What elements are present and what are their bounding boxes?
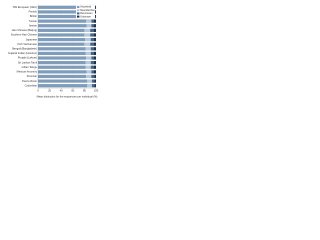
y-tick-label: Puerto Rican — [22, 79, 38, 83]
y-tick-label: Gujarati Indian (Houston) — [8, 51, 37, 55]
y-tick-label: Tuscan — [29, 19, 38, 23]
bar-segment — [87, 79, 92, 83]
bar-segment — [91, 19, 94, 23]
bar-segment — [90, 51, 94, 56]
x-tick-label: 100 — [94, 88, 99, 92]
bar-segment — [85, 61, 91, 65]
bar-segment — [84, 33, 91, 37]
bar-segment — [84, 37, 91, 42]
bar-segment — [91, 70, 94, 74]
bar-segment — [91, 79, 95, 83]
bar-segment — [93, 61, 96, 65]
bar-segment — [90, 61, 94, 65]
bar-segment — [93, 37, 96, 42]
chart: Mean distinction for the sequences per i… — [8, 4, 99, 99]
x-tick-label: 40 — [60, 88, 63, 92]
bar-segment — [84, 28, 91, 32]
x-axis-label: Mean distinction for the sequences per i… — [37, 95, 98, 99]
legend-label: Unknown — [80, 14, 91, 18]
bar-segment — [38, 70, 87, 74]
bar-segment — [93, 56, 96, 60]
bar-segment — [90, 42, 94, 46]
bar-segment — [91, 84, 95, 88]
x-tick-label: 0 — [37, 88, 39, 92]
bar-segment — [38, 61, 86, 65]
bar-segment — [93, 47, 96, 51]
bar-segment — [85, 47, 91, 51]
bar-segment — [38, 51, 86, 56]
bar-segment — [90, 28, 94, 32]
y-tick-label: Iberian — [29, 23, 37, 27]
bar-segment — [93, 28, 96, 32]
bar-segment — [91, 74, 95, 79]
y-tick-label: NW European (CEU) — [13, 5, 37, 9]
bar-segment — [87, 84, 92, 88]
legend-box — [75, 4, 96, 20]
y-tick-label: Kinh Vietnamese — [17, 42, 37, 46]
y-tick-label: Han Chinese (Beijing) — [12, 28, 37, 32]
y-tick-label: Southern Han Chinese — [11, 33, 38, 37]
bar-segment — [93, 33, 96, 37]
y-tick-label: Colombian — [25, 83, 38, 87]
bar-segment — [91, 24, 94, 28]
bar-segment — [94, 79, 96, 83]
bar-segment — [93, 19, 96, 23]
bar-segment — [94, 10, 96, 14]
y-tick-label: Japanese — [26, 37, 38, 41]
legend-swatch — [77, 9, 80, 12]
y-tick-label: Finnish — [29, 10, 38, 14]
bar-segment — [86, 74, 92, 79]
bar-segment — [85, 65, 91, 69]
y-tick-label: Bengali (Bangladesh) — [12, 46, 37, 50]
bar-segment — [85, 51, 91, 56]
legend-label: Neanderthal — [80, 8, 95, 12]
bar-segment — [38, 84, 88, 88]
bar-segment — [86, 56, 92, 60]
y-tick-label: Mexican Ancestry — [17, 70, 38, 74]
bar-segment — [94, 84, 96, 88]
bar-segment — [93, 70, 96, 74]
bar-segment — [38, 47, 86, 51]
bar-segment — [86, 70, 92, 74]
legend-swatch — [77, 15, 80, 18]
bar-segment — [94, 74, 96, 79]
bar-segment — [90, 47, 94, 51]
x-tick-label: 80 — [83, 88, 86, 92]
bar-segment — [38, 65, 86, 69]
y-tick-label: Sri Lankan Tamil — [18, 60, 38, 64]
bar-segment — [86, 19, 92, 23]
bar-segment — [38, 37, 85, 42]
bar-segment — [93, 42, 96, 46]
legend-swatch — [77, 12, 80, 15]
bar-segment — [86, 24, 92, 28]
bar-segment — [38, 56, 87, 60]
legend-swatch — [77, 6, 80, 8]
y-tick-label: British — [30, 14, 38, 18]
bar-segment — [38, 19, 87, 23]
bar-segment — [90, 65, 94, 69]
bar-segment — [38, 10, 88, 14]
bar-segment — [91, 56, 94, 60]
x-tick-label: 20 — [48, 88, 51, 92]
bar-segment — [38, 24, 87, 28]
bar-segment — [84, 42, 91, 46]
x-tick-label: 60 — [71, 88, 74, 92]
bar-segment — [90, 37, 94, 42]
bar-segment — [90, 33, 94, 37]
bar-segment — [38, 33, 85, 37]
bar-segment — [38, 79, 88, 83]
bar-segment — [38, 28, 85, 32]
bar-segment — [38, 42, 85, 46]
bar-segment — [38, 5, 87, 9]
bar-segment — [38, 74, 87, 79]
bar-segment — [38, 14, 87, 19]
bar-segment — [93, 65, 96, 69]
legend-label: Ancestral — [80, 5, 91, 9]
bar-segment — [93, 24, 96, 28]
y-tick-label: Peruvian — [27, 74, 38, 78]
legend-label: Denisovan — [80, 11, 93, 15]
y-tick-label: Indian Telugu — [22, 65, 38, 69]
bar-segment — [93, 51, 96, 56]
y-tick-label: Punjabi (Lahore) — [18, 56, 37, 60]
